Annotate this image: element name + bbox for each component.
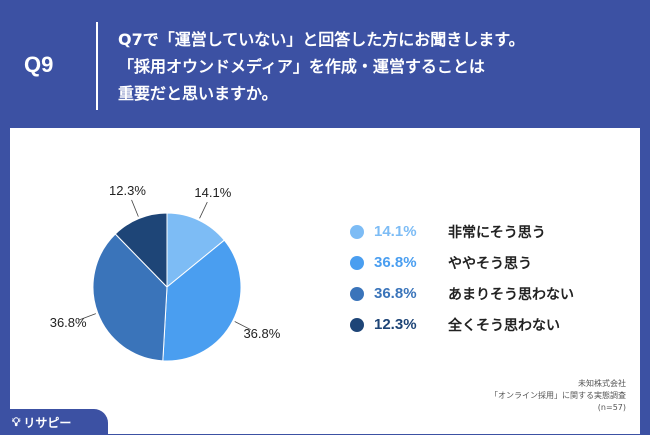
pie-chart bbox=[78, 199, 251, 362]
brand-logo: 💡︎ リサピー bbox=[8, 409, 108, 435]
header-divider bbox=[96, 22, 98, 110]
brand-name: リサピー bbox=[23, 415, 72, 430]
legend-label: あまりそう思わない bbox=[448, 286, 574, 303]
question-line-2: 「採用オウンドメディア」を作成・運営することは bbox=[118, 57, 485, 76]
question-line-1: Q7で「運営していない」と回答した方にお聞きします。 bbox=[118, 30, 525, 49]
pie-label-very-much: 14.1% bbox=[194, 185, 232, 201]
legend: 14.1% 非常にそう思う 36.8% ややそう思う 36.8% あまりそう思わ… bbox=[350, 216, 574, 340]
pie-slice-not-at-all bbox=[114, 212, 168, 289]
legend-swatch bbox=[350, 286, 364, 301]
source-note: 未知株式会社 「オンライン採用」に関する実態調査 (n=57) bbox=[490, 378, 626, 414]
pie-leader-line bbox=[131, 199, 139, 217]
question-text: Q7で「運営していない」と回答した方にお聞きします。 「採用オウンドメディア」を… bbox=[118, 26, 638, 107]
legend-value: 36.8% bbox=[374, 254, 417, 271]
legend-item-somewhat: 36.8% ややそう思う bbox=[350, 247, 574, 278]
legend-item-not-really: 36.8% あまりそう思わない bbox=[350, 278, 574, 309]
source-survey: 「オンライン採用」に関する実態調査 bbox=[490, 391, 626, 400]
source-sample-size: (n=57) bbox=[597, 403, 626, 412]
legend-label: ややそう思う bbox=[448, 255, 532, 272]
question-line-3: 重要だと思いますか。 bbox=[118, 84, 278, 103]
chart-card: 14.1% 36.8% 36.8% 12.3% 14.1% 非常にそう思う 36… bbox=[10, 128, 640, 434]
legend-swatch bbox=[350, 224, 364, 239]
pie-leader-line bbox=[199, 201, 208, 219]
pie-label-not-at-all: 12.3% bbox=[109, 182, 146, 198]
question-number: Q9 bbox=[24, 52, 54, 77]
pie-leader-line bbox=[78, 313, 96, 321]
legend-value: 36.8% bbox=[374, 285, 417, 302]
pie-slice-very-much bbox=[166, 212, 226, 289]
pie-slice-not-really bbox=[92, 233, 168, 362]
legend-swatch bbox=[350, 255, 364, 270]
legend-item-not-at-all: 12.3% 全くそう思わない bbox=[350, 309, 574, 340]
pie-leader-line bbox=[234, 321, 251, 331]
pie-slice-somewhat bbox=[162, 239, 242, 362]
legend-swatch bbox=[350, 317, 364, 332]
legend-value: 12.3% bbox=[374, 316, 417, 333]
lightbulb-icon: 💡︎ bbox=[12, 414, 21, 429]
legend-item-very-much: 14.1% 非常にそう思う bbox=[350, 216, 574, 247]
legend-value: 14.1% bbox=[374, 223, 417, 240]
pie-label-somewhat: 36.8% bbox=[243, 326, 281, 342]
legend-label: 非常にそう思う bbox=[448, 224, 546, 241]
source-company: 未知株式会社 bbox=[578, 379, 626, 388]
legend-label: 全くそう思わない bbox=[448, 317, 560, 334]
pie-label-not-really: 36.8% bbox=[49, 315, 87, 331]
